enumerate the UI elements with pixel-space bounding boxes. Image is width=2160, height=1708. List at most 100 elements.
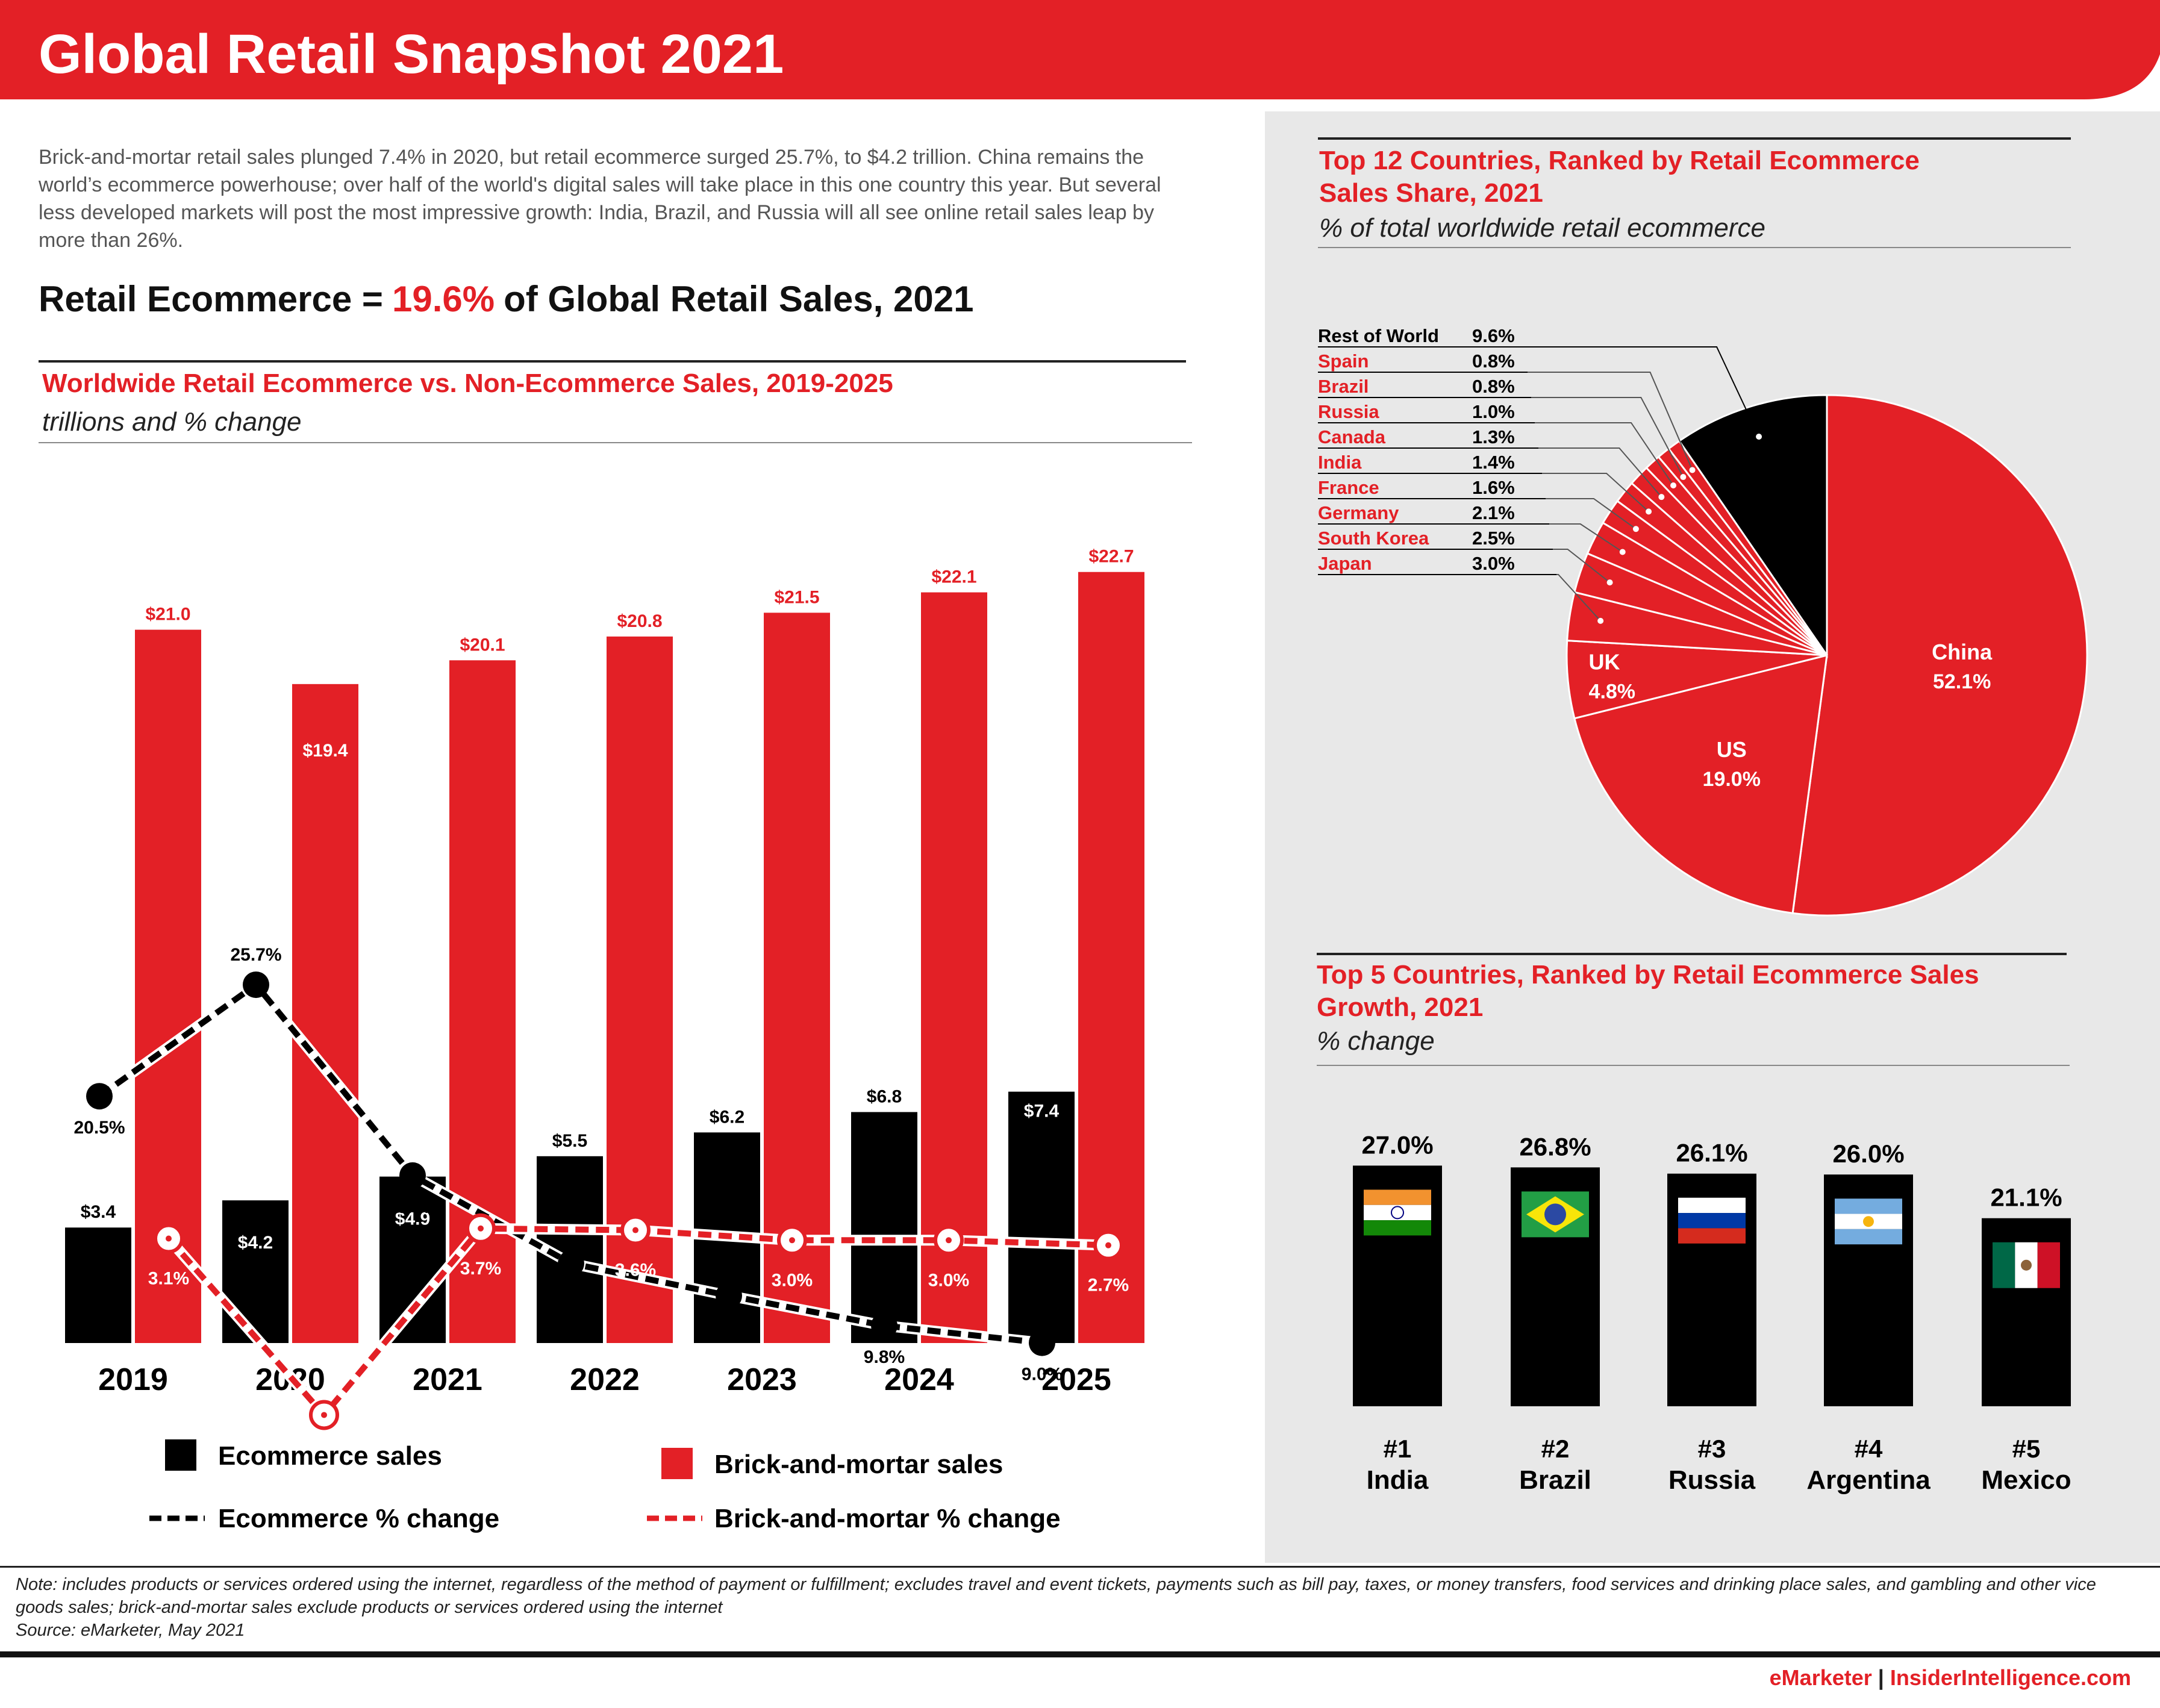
growth-country-label: Argentina (1806, 1465, 1931, 1495)
intro-text: Brick-and-mortar retail sales plunged 7.… (39, 146, 1161, 252)
ecommerce-change-label: 20.5% (73, 1118, 125, 1138)
russia-flag-red (1678, 1228, 1746, 1244)
brand-separator: | (1878, 1665, 1884, 1690)
pie-leader-line (1546, 498, 1637, 530)
growth-chart-subtitle-rule (1317, 1065, 2070, 1066)
pie-list-name: Spain (1318, 351, 1369, 372)
year-label: 2019 (98, 1362, 168, 1397)
pie-list-name: India (1318, 452, 1362, 473)
footer-top-rule (0, 1566, 2160, 1568)
source-text: Source: eMarketer, May 2021 (16, 1621, 245, 1640)
pie-leader-line (1531, 397, 1684, 478)
pie-leader-line (1542, 473, 1649, 513)
brick-change-label: 3.6% (615, 1261, 656, 1280)
india-flag-green (1364, 1220, 1431, 1236)
pie-chart-top-rule (1318, 137, 2071, 140)
ecommerce-change-point (871, 1312, 897, 1339)
growth-chart-top-rule (1317, 953, 2067, 955)
brick-change-point-dot (166, 1235, 172, 1242)
footer-bottom-rule (0, 1651, 2160, 1657)
growth-country-label: Brazil (1519, 1465, 1591, 1495)
year-label: 2024 (884, 1362, 954, 1397)
india-flag-saffron (1364, 1189, 1431, 1205)
ecommerce-bar-label: $4.2 (238, 1233, 273, 1253)
argentina-flag-sun (1863, 1216, 1874, 1227)
pie-list-name: Germany (1318, 502, 1399, 523)
india-flag-white (1364, 1205, 1431, 1221)
pie-inside-name: UK (1589, 650, 1620, 675)
brick-bar-label: $22.7 (1088, 547, 1134, 567)
pie-list-value: 0.8% (1472, 376, 1515, 397)
pie-list-name: Canada (1318, 426, 1386, 447)
growth-rank-label: #1 (1384, 1435, 1412, 1463)
footnote: Note: includes products or services orde… (16, 1573, 2136, 1642)
year-label: 2023 (727, 1362, 797, 1397)
pie-leader-line (1528, 372, 1693, 470)
pie-slice-rest-of-world (1678, 394, 1828, 658)
ecommerce-change-point (1029, 1329, 1055, 1356)
pie-slice-china (1791, 394, 2088, 917)
year-label: 2025 (1041, 1362, 1111, 1397)
pie-inside-name: China (1932, 640, 1993, 664)
note-text: Note: includes products or services orde… (16, 1575, 2096, 1617)
pie-leader-dot (1646, 508, 1652, 515)
pie-list-value: 1.3% (1472, 426, 1515, 447)
pie-slice-us (1573, 654, 1828, 914)
year-label: 2021 (413, 1362, 482, 1397)
pie-leader-line (1556, 574, 1601, 622)
ecommerce-bar-label: $3.4 (81, 1202, 116, 1222)
pie-list-value: 1.0% (1472, 401, 1515, 422)
pie-list-name: South Korea (1318, 528, 1429, 549)
pie-leader-dot (1606, 579, 1613, 586)
ecommerce-change-point (243, 971, 269, 999)
brick-change-label: 2.7% (1088, 1276, 1129, 1295)
pie-leader-dot (1632, 526, 1639, 532)
brick-bar-label: $20.1 (460, 635, 505, 655)
legend-brick-change-label: Brick-and-mortar % change (714, 1504, 1061, 1533)
year-label: 2022 (570, 1362, 640, 1397)
headline-value: 19.6% (392, 279, 495, 319)
brick-change-label: 3.0% (928, 1270, 969, 1290)
pie-inside-value: 4.8% (1589, 681, 1636, 703)
brick-bar-label: $22.1 (931, 567, 976, 587)
pie-leader-dot (1619, 549, 1626, 555)
mexico-flag-green (1993, 1242, 2015, 1288)
brand-emarketer: eMarketer (1769, 1665, 1872, 1690)
growth-value-label: 26.1% (1676, 1139, 1747, 1167)
pie-chart: China 52.1% US 19.0% UK 4.8% Rest of World 9.6%… (1318, 325, 2088, 917)
russia-flag-white (1678, 1197, 1746, 1214)
argentina-flag-bottom (1835, 1229, 1902, 1245)
legend-ecommerce-label: Ecommerce sales (218, 1441, 442, 1471)
ecommerce-change-label: 25.7% (230, 945, 281, 965)
brazil-flag (1522, 1191, 1589, 1238)
growth-rank-label: #4 (1855, 1435, 1883, 1463)
pie-leader-dot (1756, 433, 1762, 440)
header-banner (0, 0, 2160, 99)
ecommerce-change-label: 9.0% (1022, 1365, 1063, 1385)
brazil-flag-globe (1544, 1203, 1566, 1226)
pie-list-value: 3.0% (1472, 553, 1515, 574)
pie-chart-subtitle-rule (1318, 247, 2071, 248)
pie-inside-name: US (1717, 737, 1747, 762)
brick-change-point-dot (1105, 1242, 1111, 1248)
growth-value-label: 21.1% (1990, 1183, 2062, 1212)
brick-change-label: 3.0% (772, 1270, 813, 1290)
ecommerce-change-point (86, 1083, 113, 1110)
pie-leader-dot (1680, 474, 1687, 481)
legend-ecommerce-swatch (165, 1439, 196, 1471)
growth-value-label: 27.0% (1361, 1130, 1433, 1159)
growth-rank-label: #5 (2012, 1435, 2041, 1463)
growth-chart-title: Top 5 Countries, Ranked by Retail Ecomme… (1317, 960, 1979, 1022)
pie-leader-dot (1670, 482, 1677, 489)
pie-list-name: Russia (1318, 401, 1379, 422)
growth-value-label: 26.8% (1519, 1132, 1591, 1161)
mexico-flag-red (2037, 1242, 2060, 1288)
growth-country-label: Mexico (1981, 1465, 2071, 1495)
brick-change-point-dot (321, 1412, 327, 1418)
pie-inside-value: 19.0% (1703, 768, 1761, 791)
main-chart-subtitle-rule (39, 442, 1192, 443)
brick-bar-label: $20.8 (617, 611, 662, 631)
pie-list-name: Brazil (1318, 376, 1369, 397)
main-chart-subtitle: trillions and % change (42, 407, 302, 437)
